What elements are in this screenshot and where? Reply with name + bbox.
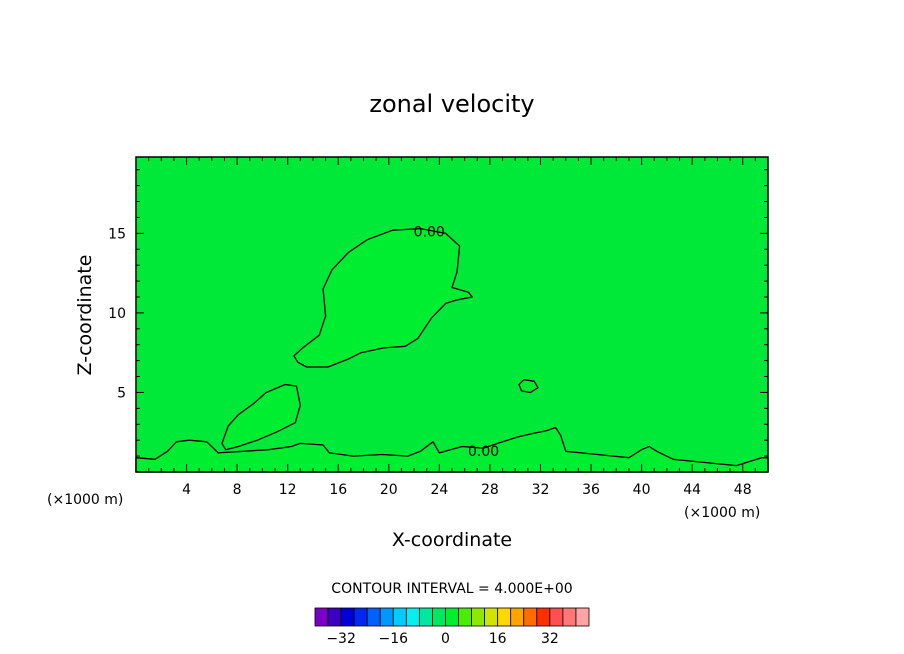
- colorbar-swatch: [471, 607, 486, 627]
- colorbar-tick-label: 16: [489, 631, 507, 647]
- x-tick-label: 16: [329, 482, 347, 498]
- colorbar-tick-label: 0: [441, 631, 450, 647]
- x-tick-label: 8: [233, 482, 242, 498]
- colorbar-swatch: [418, 607, 433, 627]
- x-tick-label: 44: [683, 482, 701, 498]
- y-tick-label: 10: [108, 306, 126, 322]
- colorbar-swatch: [379, 607, 394, 627]
- colorbar-swatch: [575, 607, 590, 627]
- colorbar-swatch: [523, 607, 538, 627]
- colorbar-swatch: [458, 607, 472, 627]
- x-unit-right: (×1000 m): [684, 505, 760, 521]
- contour-lower-left-cell: [221, 383, 301, 451]
- contour-label: 0.00: [414, 225, 445, 241]
- y-tick-label: 15: [108, 226, 126, 242]
- x-tick-label: 36: [582, 482, 600, 498]
- contour-surface-band: [135, 426, 769, 473]
- x-tick-label: 32: [532, 482, 550, 498]
- colorbar-swatch: [405, 607, 420, 627]
- colorbar-swatch: [510, 607, 525, 627]
- x-tick-label: 24: [430, 482, 448, 498]
- contour-interval-label: CONTOUR INTERVAL = 4.000E+00: [331, 581, 572, 597]
- colorbar-swatch: [327, 607, 342, 627]
- colorbar: −32 −16 0 16 32: [314, 607, 590, 647]
- x-axis-title: X-coordinate: [392, 529, 512, 551]
- y-axis-title: Z-coordinate: [74, 255, 96, 376]
- colorbar-tick-label: −32: [326, 631, 356, 647]
- colorbar-swatch: [314, 607, 329, 627]
- colorbar-swatch: [562, 607, 577, 627]
- colorbar-swatch: [497, 607, 512, 627]
- colorbar-swatch: [549, 607, 564, 627]
- x-tick-label: 28: [481, 482, 499, 498]
- x-tick-label: 20: [380, 482, 398, 498]
- colorbar-swatch: [366, 607, 381, 627]
- colorbar-swatch: [445, 607, 459, 627]
- colorbar-swatch: [432, 607, 446, 627]
- colorbar-tick-label: −16: [379, 631, 409, 647]
- colorbar-swatch: [484, 607, 499, 627]
- x-tick-label: 48: [734, 482, 752, 498]
- contour-label: 0.00: [468, 444, 499, 460]
- colorbar-swatch: [392, 607, 407, 627]
- x-tick-label: 4: [182, 482, 191, 498]
- chart-title: zonal velocity: [369, 90, 534, 118]
- y-tick-label: 5: [117, 385, 126, 401]
- colorbar-tick-label: 32: [541, 631, 559, 647]
- x-tick-label: 12: [279, 482, 297, 498]
- contour-mid-blob: [518, 379, 539, 394]
- x-unit-left: (×1000 m): [47, 492, 123, 508]
- x-tick-label: 40: [633, 482, 651, 498]
- colorbar-swatch: [340, 607, 355, 627]
- colorbar-swatch: [353, 607, 368, 627]
- colorbar-swatch: [536, 607, 551, 627]
- contour-upper-cell: [293, 227, 473, 368]
